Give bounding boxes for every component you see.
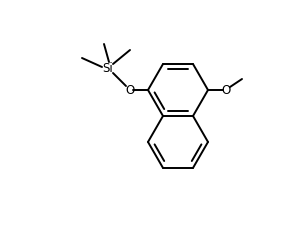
Text: O: O xyxy=(125,83,135,97)
Text: Si: Si xyxy=(103,61,113,74)
Text: O: O xyxy=(221,83,231,97)
